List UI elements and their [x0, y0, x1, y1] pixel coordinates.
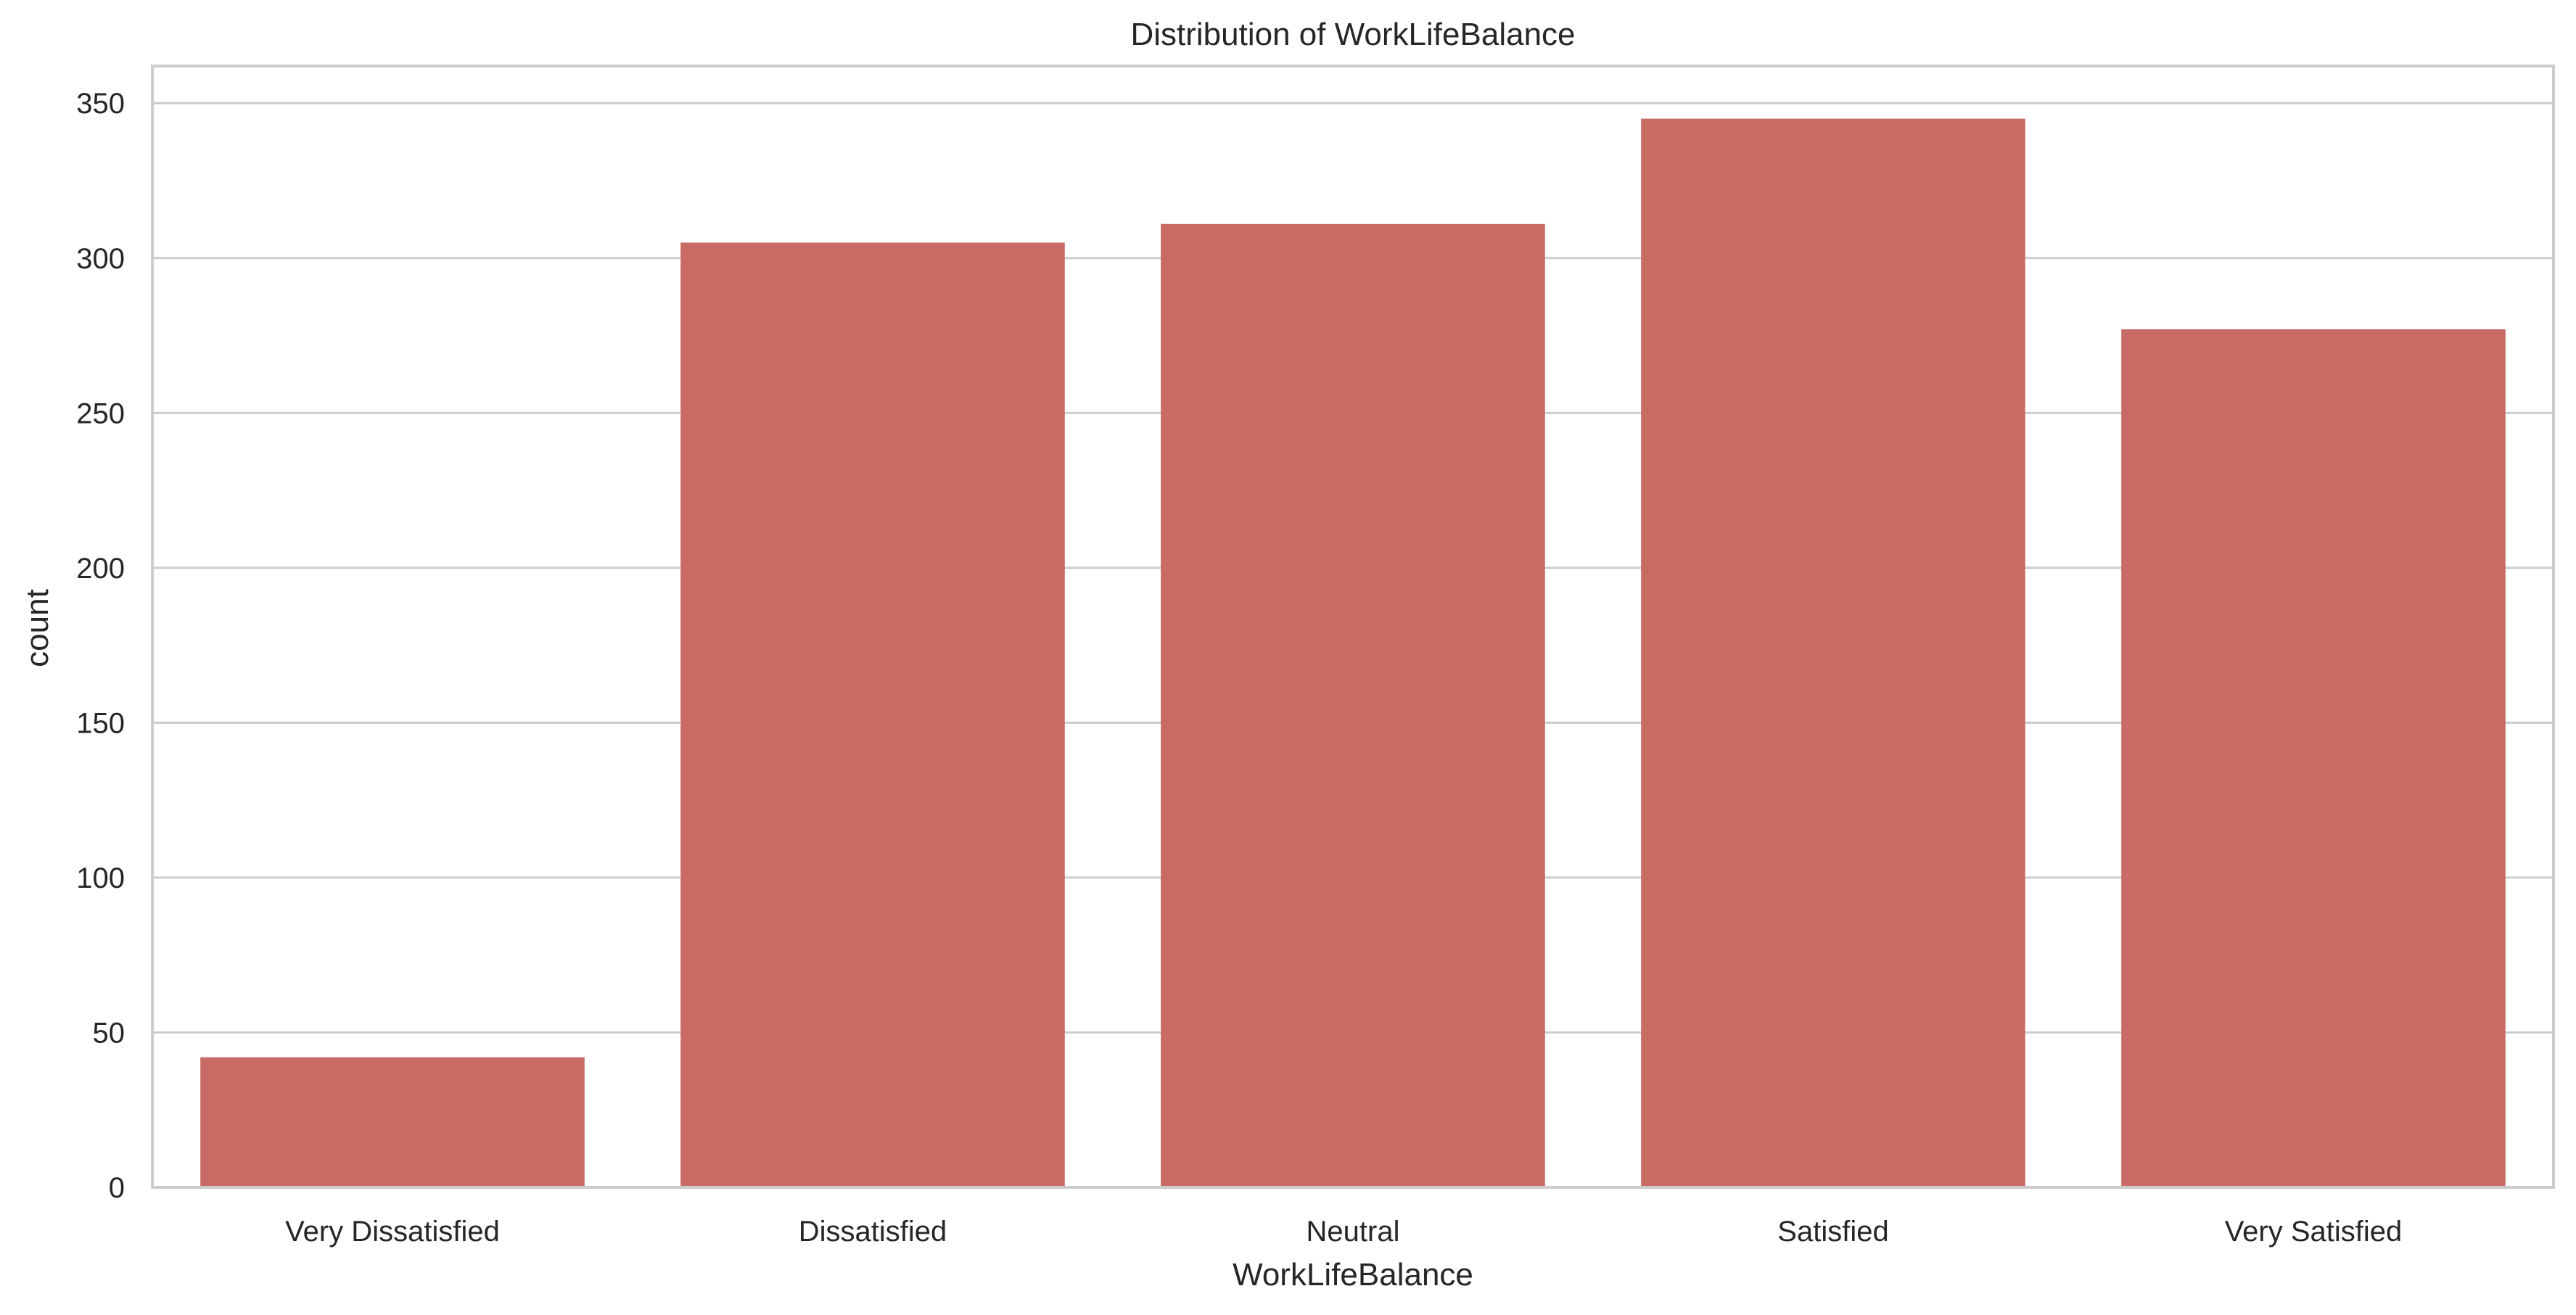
y-tick-labels: 0 50 100 150 200 250 300 350	[76, 88, 125, 1204]
y-tick-label: 200	[76, 553, 125, 585]
x-axis-label: WorkLifeBalance	[1233, 1257, 1473, 1293]
y-tick-label: 250	[76, 397, 125, 429]
y-tick-label: 100	[76, 862, 125, 894]
y-axis-label: count	[20, 589, 55, 667]
x-tick-labels: Very Dissatisfied Dissatisfied Neutral Sati…	[285, 1216, 2402, 1248]
x-tick-label: Satisfied	[1777, 1216, 1888, 1248]
bars	[200, 118, 2506, 1188]
y-tick-label: 150	[76, 707, 125, 739]
x-tick-label: Very Satisfied	[2225, 1216, 2403, 1248]
chart-title: Distribution of WorkLifeBalance	[1130, 17, 1575, 52]
y-tick-label: 350	[76, 88, 125, 120]
x-tick-label: Neutral	[1306, 1216, 1400, 1248]
y-tick-label: 300	[76, 243, 125, 275]
bar	[680, 242, 1065, 1188]
y-tick-label: 0	[109, 1172, 125, 1204]
bar	[2121, 329, 2506, 1188]
x-tick-label: Very Dissatisfied	[285, 1216, 500, 1248]
bar	[200, 1057, 585, 1187]
x-tick-label: Dissatisfied	[799, 1216, 947, 1248]
bar	[1641, 118, 2025, 1188]
bar	[1161, 223, 1545, 1187]
plot-frame	[151, 65, 2555, 1189]
y-tick-label: 50	[93, 1017, 125, 1049]
